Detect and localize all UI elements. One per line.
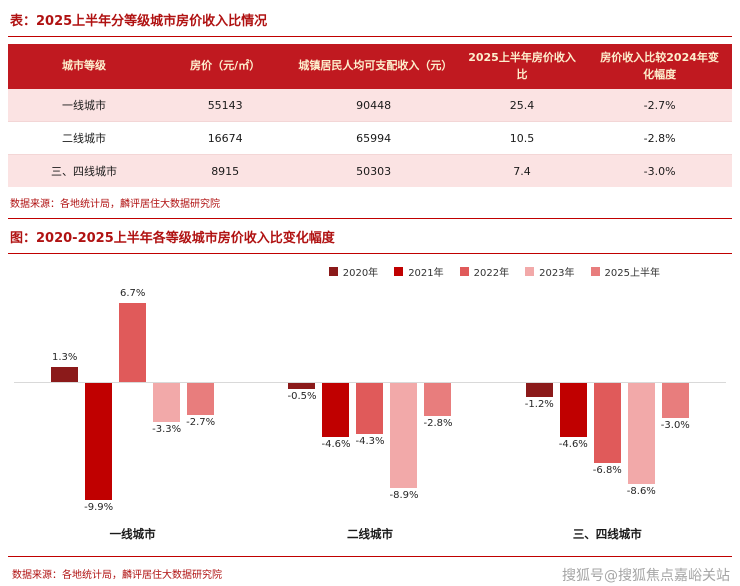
table-cell: -3.0%: [643, 164, 676, 178]
legend-label: 2025上半年: [604, 267, 660, 279]
bar-value-label: -2.8%: [423, 418, 453, 430]
footer-row: 数据来源：各地统计局，麟评居住大数据研究院 搜狐号@搜狐焦点嘉峪关站: [8, 557, 732, 586]
bar-group-bars: 1.3% -9.9% 6.7% -3.3% -2.7%: [51, 286, 215, 518]
legend-item: 2020年: [328, 264, 379, 279]
table-cell: 一线城市: [62, 99, 107, 112]
chart-source: 数据来源：各地统计局，麟评居住大数据研究院: [12, 570, 222, 581]
chart-plot-area: 1.3% -9.9% 6.7% -3.3% -2.7% -0.5% -4.6% -4.3% -8…: [14, 286, 726, 518]
legend-swatch: [394, 266, 404, 276]
table-cell: 10.5: [509, 131, 535, 145]
legend-item: 2022年: [459, 264, 510, 279]
table-cell: 55143: [207, 98, 243, 112]
bar-group-bars: -0.5% -4.6% -4.3% -8.9% -2.8%: [287, 286, 452, 518]
table-cell: 65994: [356, 131, 392, 145]
legend-label: 2020年: [342, 267, 379, 279]
table-source: 数据来源：各地统计局，麟评居住大数据研究院: [10, 199, 220, 210]
bar-三、四线城市-2021年: [559, 383, 587, 438]
bar-value-label: -0.5%: [287, 390, 317, 402]
bar-三、四线城市-2022年: [593, 383, 621, 464]
bar-一线城市-2022年: [119, 302, 147, 382]
bar-value-label: -4.3%: [355, 435, 385, 447]
bar-group-bars: -1.2% -4.6% -6.8% -8.6% -3.0%: [525, 286, 690, 518]
chart-legend: 2020年 2021年 2022年 2023年 2025上半年: [14, 258, 726, 284]
table-row: 三、四线城市 8915 50303 7.4 -3.0%: [8, 154, 732, 187]
bar-一线城市-2025上半年: [187, 383, 215, 415]
table-header-cell: 房价收入比较2024年变化幅度: [587, 44, 732, 89]
bar-二线城市-2022年: [356, 383, 384, 434]
chart-section-title: 图：2020-2025上半年各等级城市房价收入比变化幅度: [8, 225, 732, 254]
table-header-cell: 房价（元/㎡）: [160, 44, 291, 89]
legend-label: 2023年: [539, 267, 575, 279]
section-divider: [8, 218, 732, 219]
bar-三、四线城市-2023年: [627, 383, 655, 485]
bar-二线城市-2025上半年: [424, 383, 452, 417]
table-row: 一线城市 55143 90448 25.4 -2.7%: [8, 89, 732, 122]
bar-value-label: -2.7%: [186, 416, 216, 428]
legend-label: 2021年: [408, 267, 444, 279]
chart-category-axis: 一线城市 二线城市 三、四线城市: [14, 518, 726, 554]
bar-二线城市-2023年: [390, 383, 418, 489]
bar-value-label: -3.3%: [152, 423, 182, 435]
bottom-divider: [8, 556, 732, 557]
bar-value-label: -9.9%: [84, 501, 114, 513]
table-header-cell: 城市等级: [8, 44, 161, 89]
table-cell: 16674: [207, 131, 243, 145]
table-row: 二线城市 16674 65994 10.5 -2.8%: [8, 121, 732, 155]
table-section-title: 表：2025上半年分等级城市房价收入比情况: [8, 8, 732, 37]
bar-group: -1.2% -4.6% -6.8% -8.6% -3.0%: [489, 286, 726, 518]
category-label: 二线城市: [346, 527, 393, 541]
table-header-row: 城市等级 房价（元/㎡） 城镇居民人均可支配收入（元） 2025上半年房价收入比 房价收…: [8, 44, 732, 89]
table-header-cell: 2025上半年房价收入比: [456, 44, 588, 89]
bar-group: 1.3% -9.9% 6.7% -3.3% -2.7%: [14, 286, 251, 518]
chart-title-text: 图：2020-2025上半年各等级城市房价收入比变化幅度: [10, 231, 335, 246]
bar-value-label: -4.6%: [321, 439, 351, 451]
table-cell: -2.8%: [643, 131, 676, 145]
table-cell: 三、四线城市: [51, 165, 118, 178]
table-title-text: 表：2025上半年分等级城市房价收入比情况: [10, 14, 268, 29]
bar-value-label: 6.7%: [119, 287, 146, 299]
legend-item: 2023年: [525, 264, 575, 279]
zero-axis-line: [14, 382, 726, 383]
price-income-table: 城市等级 房价（元/㎡） 城镇居民人均可支配收入（元） 2025上半年房价收入比 房价收…: [8, 44, 732, 187]
category-label: 一线城市: [109, 527, 156, 541]
legend-swatch: [459, 266, 469, 276]
bar-group: -0.5% -4.6% -4.3% -8.9% -2.8%: [251, 286, 488, 518]
legend-item: 2021年: [394, 264, 444, 279]
bar-value-label: -3.0%: [660, 420, 690, 432]
watermark: 搜狐号@搜狐焦点嘉峪关站: [562, 568, 730, 584]
bar-chart: 2020年 2021年 2022年 2023年 2025上半年 1.3% -9.9% 6.7…: [8, 254, 732, 554]
legend-swatch: [328, 266, 338, 276]
bar-value-label: -6.8%: [592, 465, 622, 477]
bar-一线城市-2020年: [51, 366, 79, 382]
bar-value-label: -8.6%: [626, 486, 656, 498]
bar-一线城市-2021年: [85, 383, 113, 500]
table-cell: 25.4: [509, 98, 535, 112]
bar-二线城市-2021年: [322, 383, 350, 438]
bar-一线城市-2023年: [153, 383, 181, 422]
legend-swatch: [590, 266, 600, 276]
table-header-cell: 城镇居民人均可支配收入（元）: [290, 44, 457, 89]
bar-value-label: 1.3%: [51, 351, 78, 363]
table-cell: 二线城市: [62, 132, 107, 145]
table-cell: -2.7%: [643, 98, 676, 112]
bar-value-label: -8.9%: [389, 490, 419, 502]
bar-value-label: -1.2%: [524, 399, 554, 411]
table-cell: 7.4: [513, 164, 531, 178]
bar-三、四线城市-2025上半年: [661, 383, 689, 419]
table-cell: 50303: [356, 164, 392, 178]
legend-swatch: [525, 266, 535, 276]
bar-三、四线城市-2020年: [525, 383, 553, 398]
table-cell: 90448: [356, 98, 392, 112]
legend-item: 2025上半年: [590, 264, 660, 279]
bar-二线城市-2020年: [288, 383, 316, 389]
category-label: 三、四线城市: [572, 527, 642, 541]
table-cell: 8915: [211, 164, 240, 178]
bar-value-label: -4.6%: [558, 439, 588, 451]
legend-label: 2022年: [473, 267, 510, 279]
